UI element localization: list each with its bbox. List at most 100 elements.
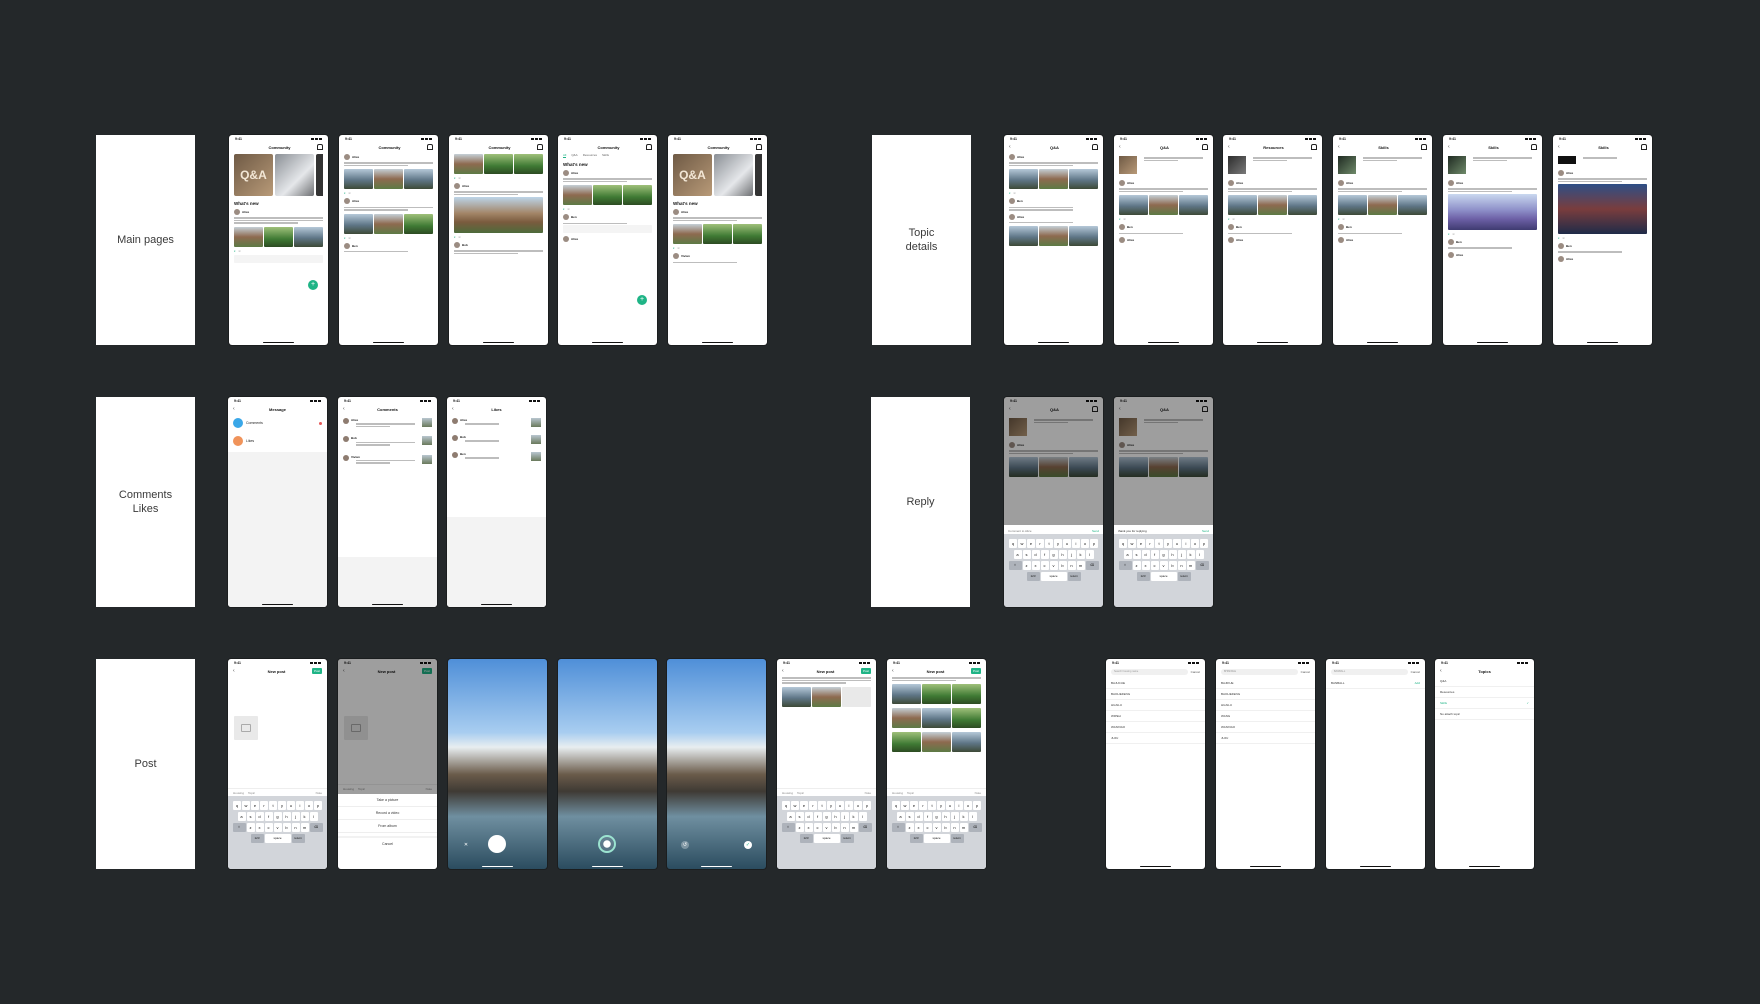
- send-button[interactable]: Send: [1091, 529, 1099, 533]
- list-item[interactable]: JUJU: [1106, 733, 1205, 744]
- page-title: Community: [378, 144, 401, 150]
- post-image-large[interactable]: [454, 197, 543, 234]
- record-video-option[interactable]: Record a video: [338, 807, 437, 820]
- search-input[interactable]: Search housing name: [1111, 669, 1188, 675]
- topic-item-qa[interactable]: Q&A: [1435, 676, 1534, 687]
- attached-images[interactable]: [777, 685, 876, 709]
- list-item[interactable]: BAJUCUE: [1106, 678, 1205, 689]
- like-icon[interactable]: ♥: [234, 249, 236, 253]
- topic-item-skills[interactable]: Skills ✓: [1435, 698, 1534, 709]
- message-item-comments[interactable]: Comments: [228, 414, 327, 432]
- list-item[interactable]: Alice: [447, 414, 546, 431]
- back-icon[interactable]: ‹: [1440, 668, 1442, 674]
- topic-item-resources[interactable]: Resources: [1435, 687, 1534, 698]
- cancel-button[interactable]: Cancel: [1190, 670, 1200, 674]
- back-icon[interactable]: ‹: [1009, 144, 1011, 150]
- nav-bar: Community: [229, 142, 328, 152]
- topic-tag[interactable]: Topic: [248, 791, 256, 795]
- cancel-button[interactable]: Cancel: [1410, 670, 1420, 674]
- tab-resources[interactable]: Resources: [582, 153, 598, 157]
- take-picture-option[interactable]: Take a picture: [338, 794, 437, 807]
- topic-card-qa[interactable]: Q&A: [234, 154, 273, 196]
- from-album-option[interactable]: From album: [338, 820, 437, 833]
- list-item[interactable]: WANG: [1216, 711, 1315, 722]
- action-sheet[interactable]: Take a picture Record a video From album…: [338, 794, 437, 869]
- new-post-button[interactable]: +: [637, 295, 647, 305]
- back-icon[interactable]: ‹: [233, 668, 235, 674]
- search-input[interactable]: BANBALL: [1331, 669, 1408, 675]
- list-item[interactable]: BAOLIEFENG: [1216, 689, 1315, 700]
- screen-topic-skills: 9:41 ‹ Skills Alice ♥ ✉ Ben Alice: [1333, 135, 1432, 345]
- retake-icon[interactable]: ↺: [681, 841, 689, 849]
- list-item[interactable]: BANBALL Add: [1326, 678, 1425, 689]
- add-button[interactable]: Add: [1414, 681, 1420, 685]
- post-actions[interactable]: ♥ ✉: [229, 249, 328, 254]
- note-tag[interactable]: Note: [315, 791, 322, 795]
- post-button[interactable]: Post: [860, 668, 871, 674]
- check-icon: ✓: [1526, 701, 1529, 705]
- add-photo-button[interactable]: [234, 716, 258, 740]
- list-item[interactable]: WANXIAO: [1216, 722, 1315, 733]
- post-images[interactable]: [339, 167, 438, 191]
- comment-icon[interactable]: ✉: [348, 192, 351, 196]
- close-icon[interactable]: ✕: [463, 842, 469, 848]
- cancel-button[interactable]: Cancel: [338, 836, 437, 850]
- avatar[interactable]: [234, 209, 240, 215]
- topic-card-resources[interactable]: [274, 154, 314, 196]
- list-item[interactable]: HUAILU: [1216, 700, 1315, 711]
- topic-card-next[interactable]: [315, 154, 323, 196]
- section-label-comments-likes: Comments Likes: [96, 397, 195, 607]
- reply-input[interactable]: thank you for replying: [1118, 529, 1147, 533]
- message-item-likes[interactable]: Likes: [228, 432, 327, 450]
- avatar[interactable]: [344, 154, 350, 160]
- cancel-button[interactable]: Cancel: [1300, 670, 1310, 674]
- search-input[interactable]: BHIMIMLE: [1221, 669, 1298, 675]
- confirm-icon[interactable]: ✓: [744, 841, 752, 849]
- reply-input[interactable]: Comment to Alice: [1008, 529, 1032, 533]
- screen-search-housing: 9:41 Search housing name Cancel BAJUCUE B…: [1106, 659, 1205, 869]
- record-button[interactable]: [598, 835, 616, 853]
- tab-qa[interactable]: Q&A: [571, 153, 578, 157]
- bell-icon[interactable]: [317, 144, 323, 150]
- list-item[interactable]: WANXIAO: [1106, 722, 1205, 733]
- topic-card-qa[interactable]: Q&A: [673, 154, 712, 196]
- send-button[interactable]: Send: [1201, 529, 1209, 533]
- list-item[interactable]: Vivian: [338, 451, 437, 469]
- list-item[interactable]: Bob: [447, 431, 546, 448]
- back-icon[interactable]: ‹: [233, 406, 235, 412]
- topic-item-none[interactable]: No attach topic: [1435, 709, 1534, 720]
- shutter-button[interactable]: [488, 835, 506, 853]
- list-item[interactable]: BAJIKUE: [1216, 678, 1315, 689]
- tab-skills[interactable]: Skills: [602, 153, 610, 157]
- topic-tabs[interactable]: All Q&A Resources Skills: [558, 152, 657, 159]
- new-post-button[interactable]: +: [308, 280, 318, 290]
- post-author[interactable]: Alice: [229, 207, 328, 216]
- comment-icon[interactable]: ✉: [238, 249, 241, 253]
- section-title: What's new: [234, 201, 259, 206]
- list-item[interactable]: Alice: [338, 414, 437, 432]
- post-toolbar[interactable]: Housing Topic Note: [228, 788, 327, 797]
- list-item[interactable]: Ben: [447, 448, 546, 465]
- screen-community-scrolled: 9:41 Community ♥ ✉ Alice ♥ ✉ Bob: [449, 135, 548, 345]
- list-item[interactable]: WIPELI: [1106, 711, 1205, 722]
- list-item[interactable]: BAOLIEFENG: [1106, 689, 1205, 700]
- post-button[interactable]: Post: [311, 668, 322, 674]
- list-item[interactable]: HUAILU: [1106, 700, 1205, 711]
- post-image-large[interactable]: [1448, 194, 1537, 231]
- housing-tag[interactable]: Housing: [233, 791, 245, 795]
- bell-icon[interactable]: [427, 144, 433, 150]
- like-icon[interactable]: ♥: [344, 192, 346, 196]
- post-images[interactable]: [229, 225, 328, 249]
- post-video[interactable]: [1558, 184, 1647, 235]
- tab-all[interactable]: All: [563, 153, 567, 158]
- list-item[interactable]: Bob: [338, 432, 437, 450]
- screen-search-housing-result: 9:41 BANBALL Cancel BANBALL Add: [1326, 659, 1425, 869]
- topic-carousel[interactable]: Q&A: [229, 152, 328, 198]
- list-item[interactable]: JUJU: [1216, 733, 1315, 744]
